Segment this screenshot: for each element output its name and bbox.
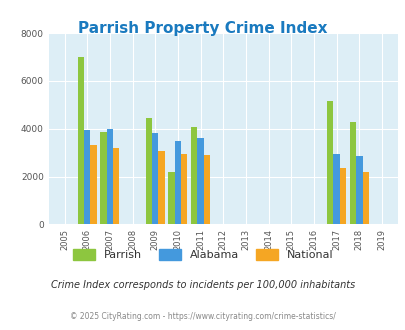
Bar (203, 155, 210, 224)
Bar (145, 118, 152, 224)
Bar (333, 154, 339, 224)
Bar (197, 138, 203, 224)
Bar (174, 141, 181, 224)
Bar (181, 154, 187, 224)
Text: Parrish Property Crime Index: Parrish Property Crime Index (78, 21, 327, 36)
Bar (77, 57, 84, 224)
Bar (152, 134, 158, 224)
Bar (355, 156, 362, 224)
Bar (168, 172, 174, 224)
Bar (349, 122, 355, 224)
Bar (113, 148, 119, 224)
Bar (90, 146, 96, 224)
Bar (191, 127, 197, 224)
Bar (158, 151, 164, 224)
Bar (107, 129, 113, 224)
Text: Crime Index corresponds to incidents per 100,000 inhabitants: Crime Index corresponds to incidents per… (51, 280, 354, 290)
Bar (362, 172, 368, 224)
Legend: Parrish, Alabama, National: Parrish, Alabama, National (68, 245, 337, 265)
Bar (326, 101, 333, 224)
Bar (339, 168, 345, 224)
Bar (100, 132, 107, 224)
Text: © 2025 CityRating.com - https://www.cityrating.com/crime-statistics/: © 2025 CityRating.com - https://www.city… (70, 312, 335, 321)
Bar (84, 130, 90, 224)
